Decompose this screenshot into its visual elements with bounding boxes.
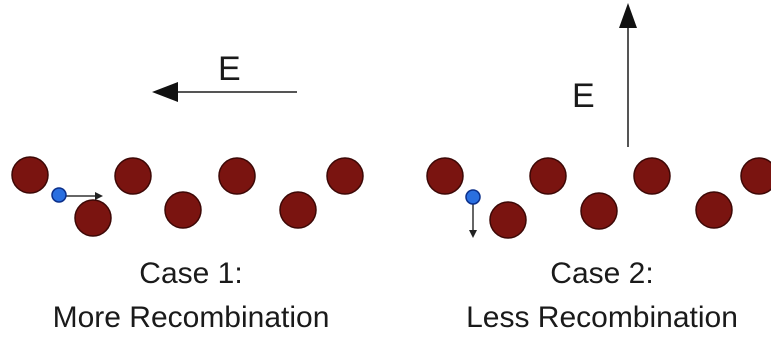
carrier-particle bbox=[465, 189, 481, 205]
case-1-field-arrow bbox=[152, 82, 297, 102]
ion bbox=[74, 199, 112, 237]
ion bbox=[489, 201, 527, 239]
case-2-caption-line-2: Less Recombination bbox=[466, 301, 738, 334]
case-2-field-arrow bbox=[619, 3, 637, 147]
ion bbox=[218, 157, 256, 195]
case-1-carrier bbox=[51, 187, 103, 203]
carrier-particle bbox=[51, 187, 67, 203]
ion bbox=[633, 157, 671, 195]
case-1-ion-lattice bbox=[11, 156, 364, 237]
case-1-panel: E Case 1: More Recombination bbox=[11, 50, 364, 334]
case-2-field-label: E bbox=[572, 77, 595, 115]
ion bbox=[580, 192, 618, 230]
case-2-carrier bbox=[465, 189, 481, 238]
case-2-caption-line-1: Case 2: bbox=[550, 257, 653, 290]
case-1-carrier-arrowhead bbox=[95, 192, 103, 200]
ion bbox=[426, 157, 464, 195]
ion bbox=[11, 156, 49, 194]
case-1-field-label: E bbox=[218, 50, 241, 88]
ion bbox=[326, 157, 364, 195]
case-2-panel: E Case 2: Less Recombination bbox=[426, 3, 771, 334]
ion bbox=[279, 191, 317, 229]
case-2-carrier-arrowhead bbox=[469, 230, 477, 238]
case-2-ion-lattice bbox=[426, 157, 771, 239]
ion bbox=[695, 191, 733, 229]
case-1-caption-line-2: More Recombination bbox=[53, 301, 330, 334]
ion bbox=[164, 191, 202, 229]
case-2-field-arrowhead bbox=[619, 3, 637, 28]
case-1-field-arrowhead bbox=[152, 82, 178, 102]
ion bbox=[529, 157, 567, 195]
ion bbox=[114, 157, 152, 195]
ion bbox=[740, 157, 771, 195]
case-1-caption-line-1: Case 1: bbox=[139, 257, 242, 290]
